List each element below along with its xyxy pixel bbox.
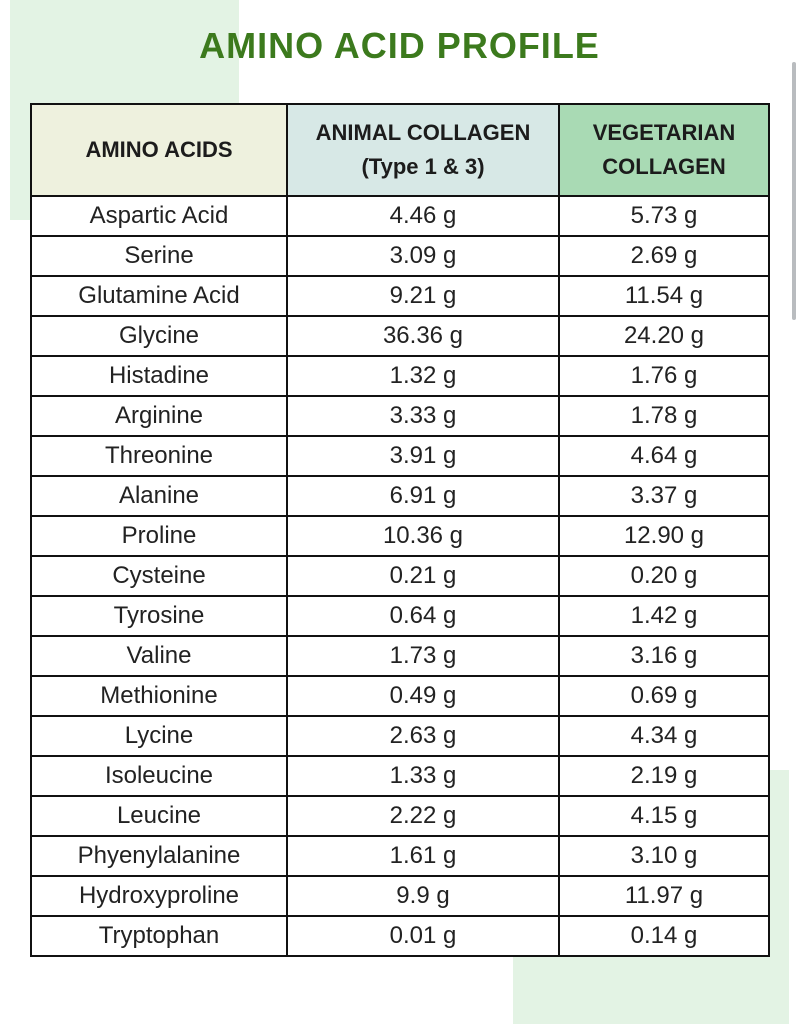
amino-acid-name: Tryptophan	[30, 915, 288, 957]
table-header-row: AMINO ACIDS ANIMAL COLLAGEN (Type 1 & 3)…	[30, 103, 770, 197]
vegetarian-collagen-value: 4.15 g	[558, 795, 770, 837]
amino-acid-name: Isoleucine	[30, 755, 288, 797]
amino-acid-name: Aspartic Acid	[30, 195, 288, 237]
header-animal-collagen: ANIMAL COLLAGEN (Type 1 & 3)	[286, 103, 560, 197]
vegetarian-collagen-value: 1.78 g	[558, 395, 770, 437]
table-row: Arginine 3.33 g 1.78 g	[30, 395, 770, 437]
table-row: Proline 10.36 g 12.90 g	[30, 515, 770, 557]
table-row: Methionine 0.49 g 0.69 g	[30, 675, 770, 717]
amino-acid-name: Methionine	[30, 675, 288, 717]
table-row: Glycine 36.36 g 24.20 g	[30, 315, 770, 357]
animal-collagen-value: 3.33 g	[286, 395, 560, 437]
table-row: Glutamine Acid 9.21 g 11.54 g	[30, 275, 770, 317]
amino-acid-name: Lycine	[30, 715, 288, 757]
animal-collagen-value: 2.22 g	[286, 795, 560, 837]
amino-acid-name: Glutamine Acid	[30, 275, 288, 317]
table-row: Isoleucine 1.33 g 2.19 g	[30, 755, 770, 797]
vegetarian-collagen-value: 0.20 g	[558, 555, 770, 597]
table-row: Tryptophan 0.01 g 0.14 g	[30, 915, 770, 957]
animal-collagen-value: 9.9 g	[286, 875, 560, 917]
table-row: Cysteine 0.21 g 0.20 g	[30, 555, 770, 597]
animal-collagen-value: 9.21 g	[286, 275, 560, 317]
animal-collagen-value: 36.36 g	[286, 315, 560, 357]
amino-acid-name: Histadine	[30, 355, 288, 397]
table-row: Tyrosine 0.64 g 1.42 g	[30, 595, 770, 637]
table-row: Alanine 6.91 g 3.37 g	[30, 475, 770, 517]
animal-collagen-value: 1.33 g	[286, 755, 560, 797]
vegetarian-collagen-value: 0.14 g	[558, 915, 770, 957]
header-vegetarian-label: VEGETARIAN	[592, 120, 736, 145]
animal-collagen-value: 3.09 g	[286, 235, 560, 277]
animal-collagen-value: 2.63 g	[286, 715, 560, 757]
animal-collagen-value: 0.64 g	[286, 595, 560, 637]
vegetarian-collagen-value: 2.19 g	[558, 755, 770, 797]
table-row: Leucine 2.22 g 4.15 g	[30, 795, 770, 837]
table-row: Phyenylalanine 1.61 g 3.10 g	[30, 835, 770, 877]
amino-acid-name: Alanine	[30, 475, 288, 517]
table-row: Lycine 2.63 g 4.34 g	[30, 715, 770, 757]
vegetarian-collagen-value: 0.69 g	[558, 675, 770, 717]
vegetarian-collagen-value: 24.20 g	[558, 315, 770, 357]
animal-collagen-value: 3.91 g	[286, 435, 560, 477]
vegetarian-collagen-value: 5.73 g	[558, 195, 770, 237]
vegetarian-collagen-value: 1.42 g	[558, 595, 770, 637]
vegetarian-collagen-value: 3.10 g	[558, 835, 770, 877]
amino-acid-name: Cysteine	[30, 555, 288, 597]
amino-acid-name: Tyrosine	[30, 595, 288, 637]
vegetarian-collagen-value: 11.97 g	[558, 875, 770, 917]
header-animal-collagen-label: ANIMAL COLLAGEN	[315, 120, 531, 145]
amino-acid-table: AMINO ACIDS ANIMAL COLLAGEN (Type 1 & 3)…	[30, 103, 770, 957]
vegetarian-collagen-value: 4.64 g	[558, 435, 770, 477]
header-amino-acids: AMINO ACIDS	[30, 103, 288, 197]
amino-acid-name: Phyenylalanine	[30, 835, 288, 877]
vegetarian-collagen-value: 4.34 g	[558, 715, 770, 757]
animal-collagen-value: 4.46 g	[286, 195, 560, 237]
table-row: Valine 1.73 g 3.16 g	[30, 635, 770, 677]
vegetarian-collagen-value: 3.16 g	[558, 635, 770, 677]
animal-collagen-value: 6.91 g	[286, 475, 560, 517]
header-vegetarian-collagen-label: COLLAGEN	[602, 154, 726, 179]
amino-acid-name: Glycine	[30, 315, 288, 357]
table-row: Histadine 1.32 g 1.76 g	[30, 355, 770, 397]
vegetarian-collagen-value: 1.76 g	[558, 355, 770, 397]
header-amino-acids-label: AMINO ACIDS	[85, 137, 233, 162]
vegetarian-collagen-value: 11.54 g	[558, 275, 770, 317]
header-vegetarian-collagen: VEGETARIAN COLLAGEN	[558, 103, 770, 197]
amino-acid-name: Leucine	[30, 795, 288, 837]
animal-collagen-value: 0.21 g	[286, 555, 560, 597]
table-row: Aspartic Acid 4.46 g 5.73 g	[30, 195, 770, 237]
vegetarian-collagen-value: 3.37 g	[558, 475, 770, 517]
animal-collagen-value: 10.36 g	[286, 515, 560, 557]
amino-acid-name: Threonine	[30, 435, 288, 477]
animal-collagen-value: 1.61 g	[286, 835, 560, 877]
animal-collagen-value: 1.32 g	[286, 355, 560, 397]
amino-acid-name: Valine	[30, 635, 288, 677]
amino-acid-name: Hydroxyproline	[30, 875, 288, 917]
table-row: Threonine 3.91 g 4.64 g	[30, 435, 770, 477]
table-row: Serine 3.09 g 2.69 g	[30, 235, 770, 277]
amino-acid-name: Proline	[30, 515, 288, 557]
animal-collagen-value: 1.73 g	[286, 635, 560, 677]
header-animal-collagen-type: (Type 1 & 3)	[361, 154, 485, 179]
page-title: AMINO ACID PROFILE	[199, 25, 600, 66]
animal-collagen-value: 0.49 g	[286, 675, 560, 717]
vegetarian-collagen-value: 12.90 g	[558, 515, 770, 557]
scrollbar[interactable]	[792, 62, 796, 320]
table-row: Hydroxyproline 9.9 g 11.97 g	[30, 875, 770, 917]
vegetarian-collagen-value: 2.69 g	[558, 235, 770, 277]
amino-acid-name: Serine	[30, 235, 288, 277]
amino-acid-name: Arginine	[30, 395, 288, 437]
animal-collagen-value: 0.01 g	[286, 915, 560, 957]
